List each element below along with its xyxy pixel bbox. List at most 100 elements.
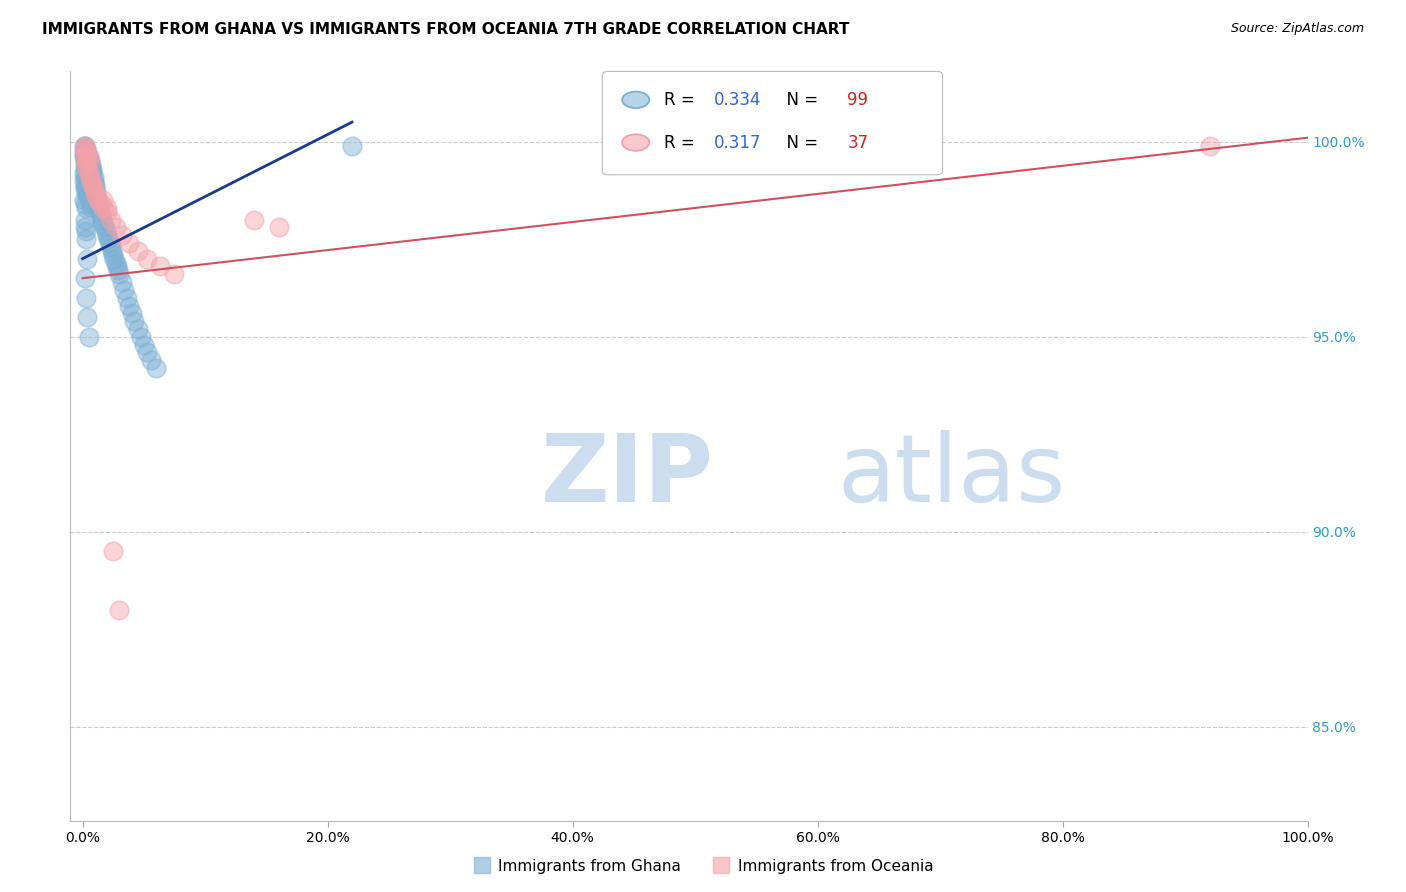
Point: [80, 161, 103, 176]
Point: [76, 161, 98, 176]
Text: R =: R =: [664, 134, 700, 152]
Point: [77, 161, 100, 176]
Point: [93, 201, 115, 215]
Point: [75, 142, 97, 156]
Point: [73, 166, 96, 180]
Point: [108, 267, 131, 281]
Point: [79, 161, 101, 176]
Point: [73, 197, 96, 211]
Point: [79, 193, 101, 207]
Text: atlas: atlas: [838, 430, 1066, 522]
Point: [79, 154, 101, 169]
Point: [75, 154, 97, 169]
Point: [77, 189, 100, 203]
Point: [97, 232, 120, 246]
Point: [73, 212, 96, 227]
Text: N =: N =: [776, 91, 823, 109]
Point: [101, 248, 124, 262]
Point: [100, 240, 122, 254]
Point: [73, 271, 96, 285]
Point: [75, 158, 97, 172]
Point: [75, 232, 97, 246]
Point: [76, 189, 98, 203]
Point: [76, 158, 98, 172]
Point: [118, 235, 141, 250]
Point: [1198, 138, 1220, 153]
Circle shape: [621, 92, 650, 108]
Point: [75, 224, 97, 238]
Point: [90, 197, 112, 211]
Point: [73, 193, 96, 207]
Point: [76, 150, 98, 164]
Point: [83, 186, 105, 200]
Point: [73, 150, 96, 164]
Point: [76, 186, 98, 200]
Point: [75, 181, 97, 195]
Point: [76, 252, 98, 266]
Point: [82, 166, 104, 180]
Point: [96, 201, 118, 215]
Point: [73, 220, 96, 235]
Point: [93, 220, 115, 235]
Point: [131, 329, 153, 343]
Text: 99: 99: [848, 91, 869, 109]
Point: [111, 275, 134, 289]
Point: [73, 161, 96, 176]
Point: [340, 138, 363, 153]
Point: [127, 322, 149, 336]
Point: [73, 138, 96, 153]
Point: [83, 173, 105, 187]
Point: [149, 260, 172, 274]
Point: [75, 186, 97, 200]
Point: [75, 161, 97, 176]
Point: [83, 181, 105, 195]
Point: [89, 204, 111, 219]
Point: [80, 166, 103, 180]
Point: [73, 178, 96, 192]
Point: [96, 228, 118, 243]
Point: [86, 193, 108, 207]
Point: [76, 146, 98, 161]
Text: ZIP: ZIP: [540, 430, 713, 522]
Point: [79, 169, 101, 184]
Point: [86, 197, 108, 211]
Point: [73, 150, 96, 164]
Point: [90, 209, 112, 223]
Point: [80, 173, 103, 187]
Point: [76, 166, 98, 180]
Point: [76, 154, 98, 169]
Point: [73, 173, 96, 187]
Text: R =: R =: [664, 91, 700, 109]
Point: [100, 212, 122, 227]
Point: [108, 603, 131, 617]
Point: [118, 298, 141, 312]
Point: [115, 291, 138, 305]
Point: [80, 158, 103, 172]
Point: [73, 158, 96, 172]
Point: [83, 178, 105, 192]
Point: [145, 360, 167, 375]
Point: [82, 178, 104, 192]
Point: [141, 353, 163, 368]
Point: [98, 235, 121, 250]
Point: [101, 244, 124, 258]
Text: 0.317: 0.317: [714, 134, 761, 152]
Point: [267, 220, 290, 235]
Point: [77, 150, 100, 164]
Circle shape: [621, 135, 650, 151]
Point: [122, 314, 145, 328]
Point: [76, 161, 98, 176]
Point: [83, 181, 105, 195]
Point: [87, 201, 110, 215]
Point: [73, 146, 96, 161]
Point: [80, 197, 103, 211]
Text: N =: N =: [776, 134, 823, 152]
Point: [73, 138, 96, 153]
Point: [93, 217, 115, 231]
Point: [107, 263, 129, 277]
Point: [73, 154, 96, 169]
Point: [75, 291, 97, 305]
Point: [77, 150, 100, 164]
Point: [103, 252, 125, 266]
Point: [75, 158, 97, 172]
